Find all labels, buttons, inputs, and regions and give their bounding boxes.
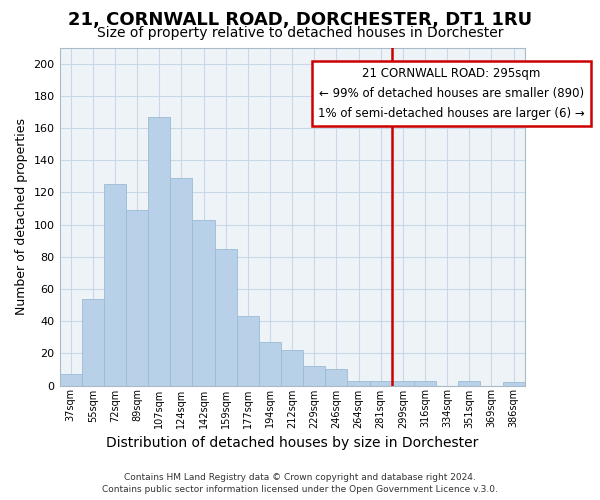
Bar (82, 298, 104, 386)
Bar (193, 220, 215, 386)
Bar (215, 248, 237, 386)
Text: 21 CORNWALL ROAD: 295sqm
← 99% of detached houses are smaller (890)
1% of semi-d: 21 CORNWALL ROAD: 295sqm ← 99% of detach… (318, 67, 585, 120)
Bar (281, 350, 303, 386)
Bar (259, 342, 281, 386)
Bar (148, 116, 170, 386)
Bar (458, 380, 481, 386)
Bar (303, 366, 325, 386)
Bar (170, 178, 193, 386)
Bar (370, 380, 392, 386)
Bar (347, 380, 370, 386)
Text: Size of property relative to detached houses in Dorchester: Size of property relative to detached ho… (97, 26, 503, 40)
Bar (503, 382, 524, 386)
Bar (126, 210, 148, 386)
Bar (325, 370, 347, 386)
X-axis label: Distribution of detached houses by size in Dorchester: Distribution of detached houses by size … (106, 436, 478, 450)
Bar (392, 380, 414, 386)
Y-axis label: Number of detached properties: Number of detached properties (15, 118, 28, 315)
Bar (237, 316, 259, 386)
Text: 21, CORNWALL ROAD, DORCHESTER, DT1 1RU: 21, CORNWALL ROAD, DORCHESTER, DT1 1RU (68, 11, 532, 29)
Text: Contains HM Land Registry data © Crown copyright and database right 2024.
Contai: Contains HM Land Registry data © Crown c… (102, 472, 498, 494)
Bar (414, 380, 436, 386)
Bar (104, 184, 126, 386)
Bar (59, 374, 82, 386)
